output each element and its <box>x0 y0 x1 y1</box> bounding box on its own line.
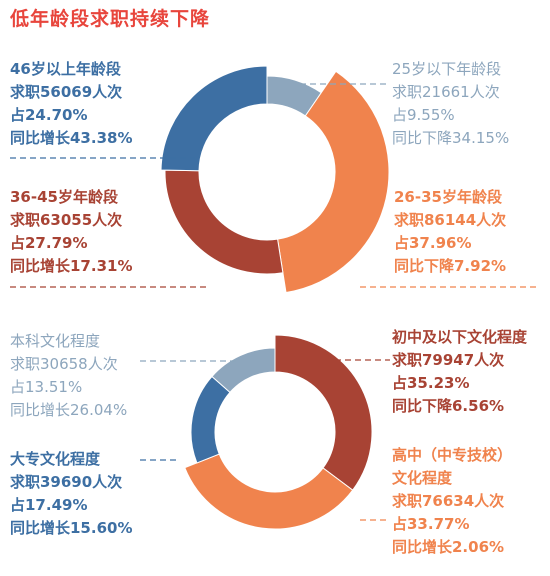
label-title: 36-45岁年龄段 <box>10 188 118 206</box>
label-share: 占37.96% <box>394 234 472 252</box>
donut-slice-1 <box>184 453 354 530</box>
leader-lines <box>10 83 540 521</box>
label-share: 占35.23% <box>392 374 470 392</box>
donut-education <box>184 334 373 530</box>
label-title: 本科文化程度 <box>10 332 101 350</box>
label-title: 初中及以下文化程度 <box>392 328 528 346</box>
label-title: 高中（中专技校） <box>392 446 513 464</box>
label-change: 同比增长43.38% <box>10 129 133 147</box>
donut-slice-2 <box>164 169 284 275</box>
page-title: 低年龄段求职持续下降 <box>10 8 211 30</box>
label-edu-junior-high: 初中及以下文化程度 求职79947人次 占35.23% 同比下降6.56% <box>392 326 527 418</box>
label-count: 求职56069人次 <box>10 83 123 101</box>
label-share: 占9.55% <box>392 106 455 124</box>
label-age-46-plus: 46岁以上年龄段 求职56069人次 占24.70% 同比增长43.38% <box>10 58 132 150</box>
label-age-36-45: 36-45岁年龄段 求职63055人次 占27.79% 同比增长17.31% <box>10 186 132 278</box>
label-count: 求职63055人次 <box>10 211 123 229</box>
label-age-under-25: 25岁以下年龄段 求职21661人次 占9.55% 同比下降34.15% <box>392 58 509 150</box>
label-share: 占33.77% <box>392 515 470 533</box>
label-count: 求职86144人次 <box>394 211 507 229</box>
label-age-26-35: 26-35岁年龄段 求职86144人次 占37.96% 同比下降7.92% <box>394 186 506 278</box>
label-share: 占27.79% <box>10 234 88 252</box>
donut-age <box>160 65 390 294</box>
label-change: 同比增长26.04% <box>10 401 128 419</box>
donut-slice-1 <box>277 70 390 294</box>
label-share: 占24.70% <box>10 106 88 124</box>
label-edu-bachelor: 本科文化程度 求职30658人次 占13.51% 同比增长26.04% <box>10 330 127 422</box>
label-title: 26-35岁年龄段 <box>394 188 502 206</box>
label-count: 求职21661人次 <box>392 83 500 101</box>
label-title: 大专文化程度 <box>10 450 101 468</box>
label-count: 求职79947人次 <box>392 351 505 369</box>
donut-slice-3 <box>160 65 268 172</box>
label-title: 46岁以上年龄段 <box>10 60 121 78</box>
label-edu-high-school: 高中（中专技校） 文化程度 求职76634人次 占33.77% 同比增长2.06… <box>392 444 512 559</box>
label-title: 25岁以下年龄段 <box>392 60 502 78</box>
donut-slice-2 <box>190 375 231 464</box>
label-change: 同比下降7.92% <box>394 257 507 275</box>
donut-slice-3 <box>211 347 276 394</box>
label-share: 占13.51% <box>10 378 83 396</box>
label-change: 同比下降34.15% <box>392 129 510 147</box>
label-share: 占17.49% <box>10 496 88 514</box>
label-change: 同比增长15.60% <box>10 519 133 537</box>
label-change: 同比增长17.31% <box>10 257 133 275</box>
label-change: 同比增长2.06% <box>392 538 505 556</box>
label-count: 求职30658人次 <box>10 355 118 373</box>
donut-slice-0 <box>274 334 373 491</box>
label-title-line2: 文化程度 <box>392 469 453 487</box>
label-count: 求职76634人次 <box>392 492 505 510</box>
label-count: 求职39690人次 <box>10 473 123 491</box>
label-change: 同比下降6.56% <box>392 397 505 415</box>
label-edu-college: 大专文化程度 求职39690人次 占17.49% 同比增长15.60% <box>10 448 132 540</box>
